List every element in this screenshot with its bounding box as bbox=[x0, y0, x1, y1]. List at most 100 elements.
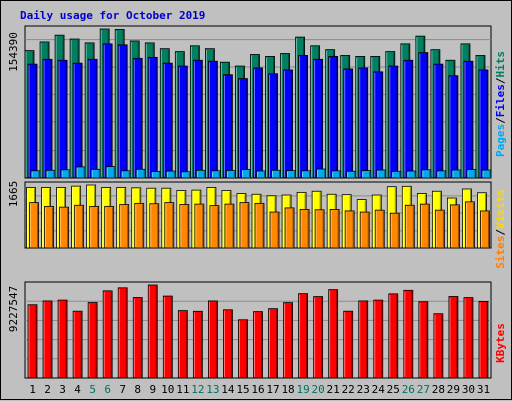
x-tick-day-11: 11 bbox=[176, 383, 189, 396]
x-tick-day-10: 10 bbox=[161, 383, 174, 396]
x-tick-day-2: 2 bbox=[44, 383, 51, 396]
x-tick-day-16: 16 bbox=[251, 383, 264, 396]
bar-sites-day-4 bbox=[74, 204, 85, 249]
bar-sites-day-9 bbox=[149, 203, 160, 249]
legend-entry-traffic-3: / bbox=[494, 77, 507, 84]
bar-pages-day-28 bbox=[436, 170, 447, 179]
bar-kbytes-day-8 bbox=[132, 297, 143, 379]
bar-kbytes-day-21 bbox=[328, 289, 339, 379]
bar-sites-day-20 bbox=[314, 209, 325, 249]
bar-kbytes-day-1 bbox=[27, 304, 38, 379]
x-tick-day-30: 30 bbox=[462, 383, 475, 396]
ymax-label-traffic: 154390 bbox=[7, 32, 20, 72]
bar-kbytes-day-7 bbox=[117, 287, 128, 379]
x-tick-day-6: 6 bbox=[104, 383, 111, 396]
ymax-label-visits: 1665 bbox=[7, 181, 20, 208]
bar-kbytes-day-2 bbox=[42, 300, 53, 379]
x-tick-day-9: 9 bbox=[149, 383, 156, 396]
x-tick-day-18: 18 bbox=[281, 383, 294, 396]
bar-pages-day-30 bbox=[466, 169, 477, 179]
bar-pages-day-5 bbox=[90, 168, 101, 179]
bar-kbytes-day-29 bbox=[448, 296, 459, 379]
x-tick-day-1: 1 bbox=[29, 383, 36, 396]
bar-sites-day-5 bbox=[89, 205, 100, 249]
bar-kbytes-day-17 bbox=[268, 308, 278, 379]
legend-entry-kbytes-0: KBytes bbox=[494, 323, 507, 363]
bar-kbytes-day-27 bbox=[418, 301, 429, 379]
bar-sites-day-8 bbox=[134, 202, 145, 249]
bar-kbytes-day-23 bbox=[358, 300, 369, 379]
legend-entry-traffic-4: Hits bbox=[494, 51, 507, 78]
bar-sites-day-14 bbox=[224, 203, 235, 249]
bar-pages-day-16 bbox=[256, 170, 266, 179]
legend-visits: Sites/Visits bbox=[494, 189, 507, 269]
bar-pages-day-31 bbox=[481, 169, 492, 179]
bar-kbytes-day-12 bbox=[192, 310, 203, 379]
bar-sites-day-23 bbox=[359, 211, 370, 249]
ymax-label-kbytes: 9227547 bbox=[7, 286, 20, 332]
bar-pages-day-9 bbox=[150, 171, 161, 179]
bar-pages-day-29 bbox=[451, 169, 462, 179]
x-tick-day-27: 27 bbox=[417, 383, 430, 396]
bar-pages-day-17 bbox=[271, 169, 281, 179]
x-tick-day-20: 20 bbox=[312, 383, 325, 396]
legend-entry-traffic-0: Pages bbox=[494, 124, 507, 157]
bar-kbytes-day-25 bbox=[388, 293, 399, 379]
x-tick-day-24: 24 bbox=[372, 383, 386, 396]
x-tick-day-29: 29 bbox=[447, 383, 460, 396]
legend-entry-visits-0: Sites bbox=[494, 236, 507, 269]
bar-pages-day-11 bbox=[180, 171, 191, 179]
x-tick-day-4: 4 bbox=[74, 383, 81, 396]
bar-sites-day-24 bbox=[374, 209, 385, 249]
bar-pages-day-8 bbox=[135, 168, 146, 179]
bar-kbytes-day-26 bbox=[403, 289, 414, 379]
bar-pages-day-27 bbox=[421, 169, 432, 179]
bar-pages-day-20 bbox=[316, 168, 327, 179]
bar-pages-day-25 bbox=[391, 170, 402, 179]
bar-pages-day-4 bbox=[75, 166, 86, 179]
bar-kbytes-day-30 bbox=[463, 297, 474, 379]
bar-sites-day-21 bbox=[329, 209, 340, 249]
bar-pages-day-24 bbox=[376, 169, 387, 179]
x-tick-day-7: 7 bbox=[119, 383, 126, 396]
bar-pages-day-22 bbox=[346, 170, 357, 179]
x-tick-day-23: 23 bbox=[357, 383, 370, 396]
legend-traffic: Pages/Files/Hits bbox=[494, 51, 507, 157]
legend-entry-visits-2: Visits bbox=[494, 189, 507, 229]
bar-kbytes-day-15 bbox=[238, 319, 248, 379]
x-tick-day-12: 12 bbox=[191, 383, 204, 396]
bar-kbytes-day-18 bbox=[283, 302, 293, 379]
bar-kbytes-day-10 bbox=[162, 295, 173, 379]
bar-sites-day-6 bbox=[104, 205, 115, 249]
bar-kbytes-day-6 bbox=[102, 290, 113, 379]
bar-sites-day-26 bbox=[404, 204, 415, 249]
bar-pages-day-18 bbox=[286, 170, 296, 179]
bar-sites-day-11 bbox=[179, 204, 190, 249]
bar-kbytes-day-20 bbox=[313, 296, 324, 379]
x-tick-day-17: 17 bbox=[266, 383, 279, 396]
bar-pages-day-7 bbox=[120, 170, 131, 179]
bar-sites-day-17 bbox=[269, 211, 280, 249]
x-tick-day-19: 19 bbox=[296, 383, 309, 396]
bar-sites-day-28 bbox=[434, 209, 445, 249]
bar-pages-day-6 bbox=[105, 166, 116, 179]
bar-pages-day-23 bbox=[361, 170, 372, 179]
x-tick-day-3: 3 bbox=[59, 383, 66, 396]
bar-sites-day-19 bbox=[299, 209, 310, 249]
bar-kbytes-day-3 bbox=[57, 299, 68, 379]
x-tick-day-31: 31 bbox=[477, 383, 490, 396]
bar-pages-day-3 bbox=[60, 169, 71, 179]
x-tick-day-8: 8 bbox=[134, 383, 141, 396]
bar-kbytes-day-5 bbox=[87, 302, 98, 379]
bar-kbytes-day-31 bbox=[478, 301, 489, 379]
bar-sites-day-30 bbox=[465, 201, 475, 249]
bar-sites-day-13 bbox=[209, 205, 220, 249]
legend-entry-traffic-2: Files bbox=[494, 84, 507, 117]
bar-sites-day-27 bbox=[419, 203, 430, 249]
bar-pages-day-15 bbox=[241, 169, 251, 179]
bar-kbytes-day-13 bbox=[208, 300, 218, 379]
bar-pages-day-19 bbox=[301, 170, 311, 179]
bar-sites-day-3 bbox=[59, 206, 69, 249]
x-tick-day-13: 13 bbox=[206, 383, 219, 396]
